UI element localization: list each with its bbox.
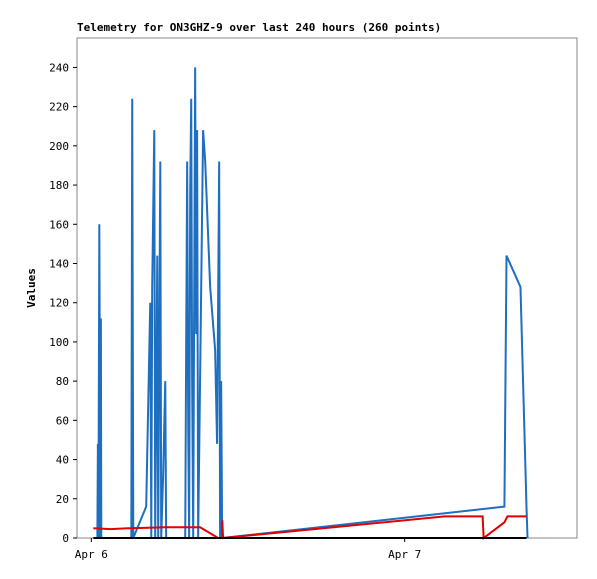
y-tick-label: 180 [49,179,69,192]
y-tick-label: 100 [49,336,69,349]
y-tick-label: 140 [49,257,69,270]
y-tick-label: 220 [49,101,69,114]
y-tick-label: 240 [49,61,69,74]
y-tick-label: 60 [56,414,69,427]
series-line [93,515,527,540]
y-tick-label: 80 [56,375,69,388]
y-tick-label: 40 [56,454,69,467]
y-tick-label: 160 [49,218,69,231]
y-tick-label: 120 [49,297,69,310]
y-tick-label: 0 [62,532,69,545]
y-tick-label: 20 [56,493,69,506]
x-tick-label: Apr 6 [75,548,108,561]
y-tick-label: 200 [49,140,69,153]
y-axis-label: Values [25,268,38,308]
series-line [96,67,529,540]
x-tick-label: Apr 7 [388,548,421,561]
chart-title: Telemetry for ON3GHZ-9 over last 240 hou… [77,21,441,34]
